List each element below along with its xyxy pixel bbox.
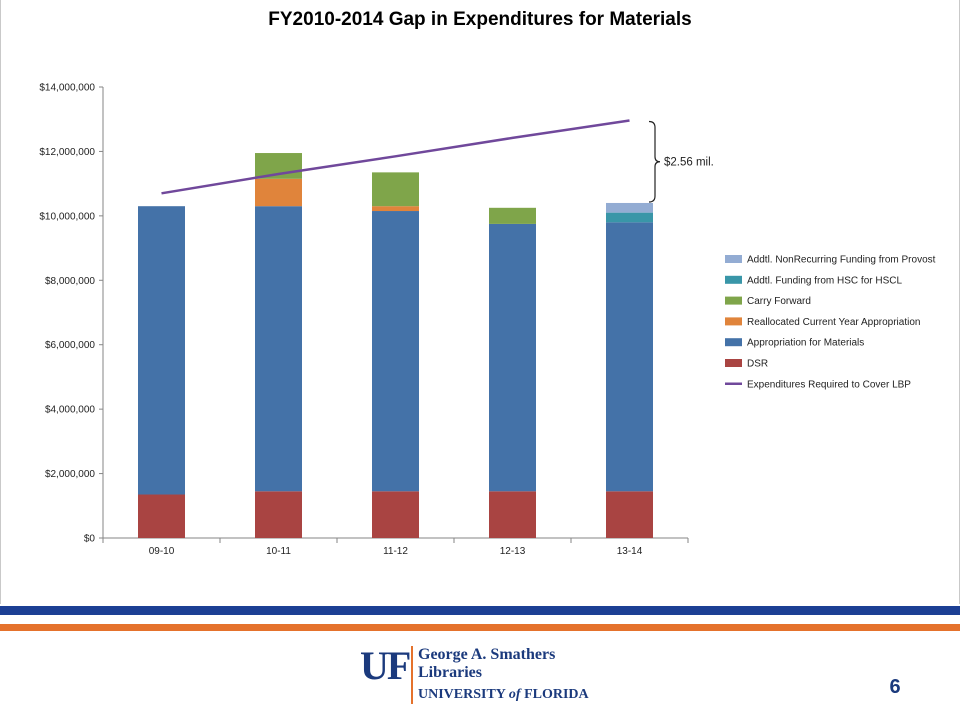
bar-segment [606,202,653,213]
bar-segment [489,223,536,492]
bar-segment [255,491,302,538]
chart-legend: Addtl. NonRecurring Funding from Provost… [725,255,936,390]
chart-annotation: $2.56 mil. [648,120,714,203]
logo-line3-italic: of [508,687,521,702]
logo-divider [411,646,413,704]
gap-bracket [648,120,661,203]
legend-swatch [725,296,742,305]
slide-number: 6 [889,676,901,698]
y-tick-label: $10,000,000 [39,211,95,222]
bar-segment [138,206,185,495]
legend-swatch [725,275,742,284]
legend-label: Addtl. NonRecurring Funding from Provost [747,255,936,266]
bar-segment [372,206,419,212]
legend-label: Carry Forward [747,296,811,307]
y-tick-label: $2,000,000 [45,469,95,480]
legend-label: Expenditures Required to Cover LBP [747,379,911,390]
legend-label: Reallocated Current Year Appropriation [747,317,920,328]
legend-label: DSR [747,359,768,370]
bar-segment [372,491,419,538]
x-tick-label: 13-14 [617,546,643,557]
legend-swatch [725,359,742,367]
gap-annotation-label: $2.56 mil. [664,157,714,169]
uf-logo-mark: UF [360,643,411,688]
legend-swatch [725,317,742,326]
y-tick-label: $6,000,000 [45,340,95,351]
legend-swatch [725,338,742,347]
bar-segment [606,222,653,492]
bar-segment [606,491,653,538]
chart: $0 $2,000,000 $4,000,000 $6,000,000 $8,000,0… [39,83,936,558]
y-tick-label: $12,000,000 [39,147,95,158]
bar-segment [489,491,536,538]
y-tick-label: $4,000,000 [45,405,95,416]
x-tick-label: 10-11 [266,546,291,557]
chart-title: FY2010-2014 Gap in Expenditures for Mate… [268,9,692,30]
legend-swatch [725,255,742,263]
bar-segment [255,206,302,492]
logo-line3-suffix: FLORIDA [520,687,589,702]
chart-bars [138,153,653,538]
logo-line3-prefix: UNIVERSITY [418,687,509,702]
stripe-orange [0,624,960,631]
x-tick-label: 12-13 [500,546,526,557]
bar-segment [138,494,185,538]
y-tick-label: $14,000,000 [39,83,95,94]
logo-line1: George A. Smathers [418,646,556,663]
x-tick-label: 09-10 [149,546,175,557]
uf-libraries-logo: UF George A. Smathers Libraries UNIVERSI… [360,644,600,706]
x-tick-label: 11-12 [383,546,408,557]
stripe-blue [0,606,960,615]
bar-segment [606,212,653,223]
bar-segment [372,172,419,207]
legend-label: Appropriation for Materials [747,338,864,349]
y-tick-label: $0 [84,534,96,545]
expenditures-line [161,119,630,195]
bar-segment [255,178,302,207]
y-tick-label: $8,000,000 [45,276,95,287]
bar-segment [372,211,419,492]
chart-axes: $0 $2,000,000 $4,000,000 $6,000,000 $8,000,0… [39,83,689,557]
bar-segment [489,207,536,224]
logo-line2: Libraries [418,664,482,681]
legend-label: Addtl. Funding from HSC for HSCL [747,275,902,286]
logo-line3: UNIVERSITY of FLORIDA [418,687,589,703]
chart-line [161,119,630,195]
